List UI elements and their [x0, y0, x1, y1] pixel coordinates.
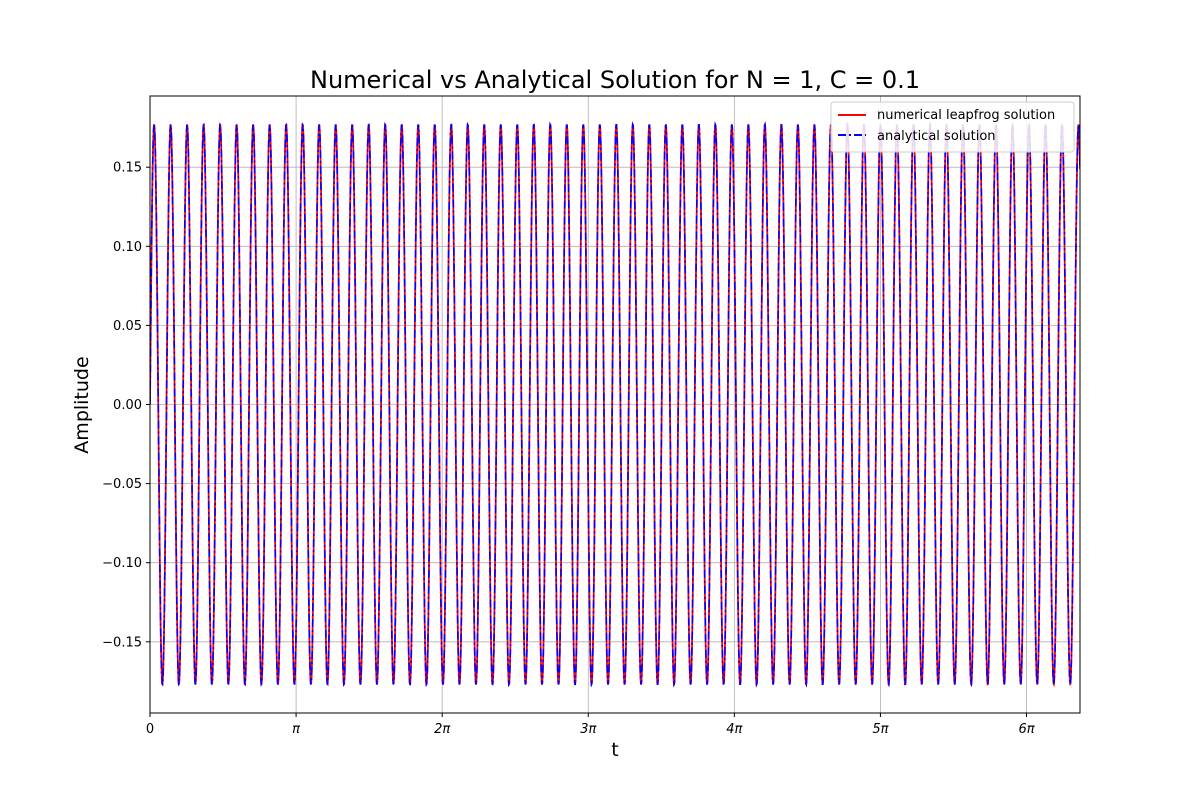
y-tick-label: −0.05	[102, 477, 142, 492]
y-axis-ticks: 0.15 0.10 0.05 0.00 −0.05 −0.10 −0.15	[102, 161, 150, 650]
y-axis-label: Amplitude	[71, 356, 93, 453]
x-tick-label: 3π	[580, 722, 596, 737]
y-tick-label: −0.10	[102, 556, 142, 571]
legend: numerical leapfrog solution analytical s…	[830, 101, 1075, 153]
y-tick-label: 0.00	[113, 398, 142, 413]
series-line-analytical	[150, 121, 1080, 688]
x-tick-label: 4π	[726, 722, 742, 737]
x-tick-label: 2π	[434, 722, 450, 737]
x-tick-label: 0	[146, 722, 154, 737]
legend-label-analytical: analytical solution	[877, 129, 996, 144]
x-tick-label: 5π	[872, 722, 888, 737]
series-lines	[150, 121, 1080, 688]
x-tick-label: 6π	[1018, 722, 1034, 737]
chart-title: Numerical vs Analytical Solution for N =…	[310, 66, 920, 94]
legend-box	[830, 101, 1075, 153]
x-tick-label: π	[292, 722, 300, 737]
y-tick-label: −0.15	[102, 635, 142, 650]
x-axis-label: t	[611, 739, 618, 761]
x-axis-ticks: 0 π 2π 3π 4π 5π 6π	[146, 713, 1035, 737]
y-tick-label: 0.10	[113, 240, 142, 255]
y-tick-label: 0.05	[113, 319, 142, 334]
legend-label-numerical: numerical leapfrog solution	[877, 108, 1055, 123]
y-tick-label: 0.15	[113, 161, 142, 176]
